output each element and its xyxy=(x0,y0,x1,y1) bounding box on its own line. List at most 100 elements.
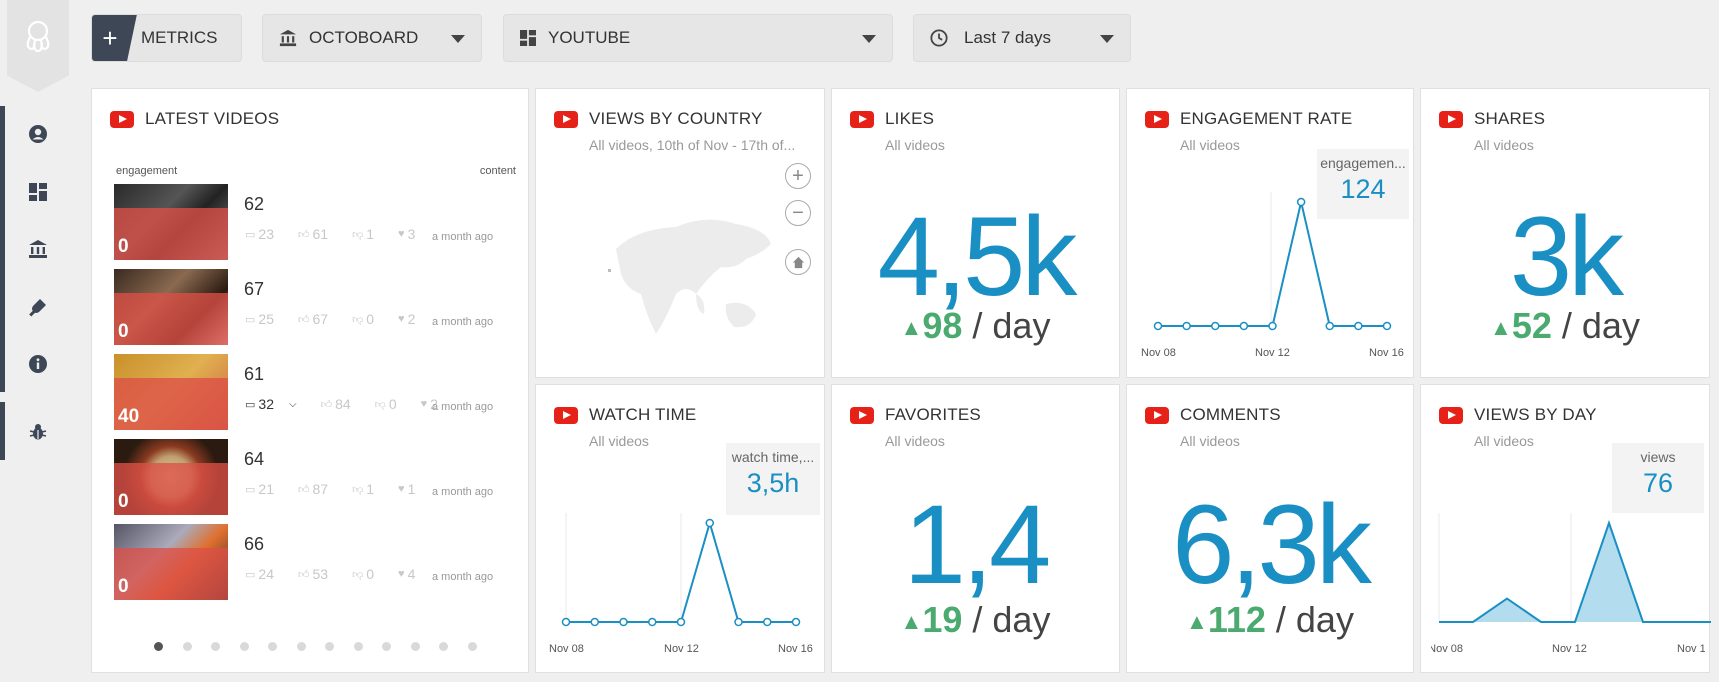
data-point[interactable] xyxy=(734,617,743,627)
pagination-dot[interactable] xyxy=(353,642,363,651)
comments-stat: ▭ 24 xyxy=(245,566,286,582)
likes-count: 61 xyxy=(312,226,329,242)
octoboard-logo[interactable] xyxy=(7,0,69,92)
data-point[interactable] xyxy=(1382,321,1392,331)
video-thumbnail[interactable]: 0 xyxy=(114,439,228,515)
favorites-count: 2 xyxy=(407,311,416,327)
data-point[interactable] xyxy=(705,518,714,528)
up-triangle-icon: ▲ xyxy=(1186,609,1208,634)
thumbs-down-icon: 👎︎ xyxy=(352,313,364,326)
bank-icon xyxy=(279,29,297,47)
pagination-dot[interactable] xyxy=(154,642,163,651)
series-area xyxy=(1439,523,1711,622)
engagement-score: 0 xyxy=(118,236,129,257)
engagement-rate-widget: ENGAGEMENT RATE All videos engagemen... … xyxy=(1126,88,1414,378)
video-title[interactable]: 61 xyxy=(244,364,265,384)
pagination-dot[interactable] xyxy=(182,642,192,651)
data-point[interactable] xyxy=(791,617,801,627)
likes-count: 87 xyxy=(312,481,329,497)
video-title[interactable]: 64 xyxy=(244,449,265,469)
up-triangle-icon: ▲ xyxy=(900,609,923,634)
video-row[interactable]: 0 66 ▭ 24 👍︎ 53 👎︎ 0 ♥ 4 a month ago xyxy=(114,524,504,600)
data-point[interactable] xyxy=(676,617,686,627)
video-title[interactable]: 62 xyxy=(244,194,265,214)
data-point[interactable] xyxy=(1211,321,1220,331)
favorites-count: 4 xyxy=(407,566,416,582)
widget-subtitle: All videos, 10th of Nov - 17th of... xyxy=(589,137,796,153)
video-thumbnail[interactable]: 40 xyxy=(114,354,228,430)
pagination-dot[interactable] xyxy=(268,642,277,651)
tooltip-value: 3,5h xyxy=(746,468,800,498)
data-point[interactable] xyxy=(619,617,628,627)
data-point[interactable] xyxy=(648,617,657,627)
add-metrics-button[interactable]: + METRICS xyxy=(91,14,242,62)
heart-icon: ♥ xyxy=(398,313,405,325)
pagination-dot[interactable] xyxy=(239,642,249,651)
video-thumbnail[interactable]: 0 xyxy=(114,184,228,260)
zoom-out-button[interactable]: − xyxy=(785,200,811,226)
youtube-icon xyxy=(110,110,134,128)
video-title[interactable]: 66 xyxy=(244,534,265,554)
date-range-dropdown[interactable]: Last 7 days xyxy=(913,14,1131,62)
comments-count: 32 xyxy=(258,396,274,412)
video-thumbnail[interactable]: 0 xyxy=(114,269,228,345)
widget-header: VIEWS BY COUNTRY xyxy=(554,109,763,129)
chevron-down-icon xyxy=(1100,35,1114,43)
data-point[interactable] xyxy=(561,617,571,627)
pagination-dot[interactable] xyxy=(296,642,306,651)
x-axis-label: Nov 16 xyxy=(1369,347,1404,359)
widget-title: VIEWS BY DAY xyxy=(1474,405,1597,424)
plug-icon[interactable] xyxy=(26,295,50,319)
data-point[interactable] xyxy=(1239,321,1249,331)
world-map[interactable] xyxy=(596,199,796,359)
data-point[interactable] xyxy=(763,617,772,627)
widget-header: FAVORITES xyxy=(850,405,981,425)
comments-value: 6,3k xyxy=(1172,482,1372,607)
widget-title: LIKES xyxy=(885,109,935,128)
thumbs-down-icon: 👎︎ xyxy=(352,568,364,581)
video-stats: ▭ 23 👍︎ 61 👎︎ 1 ♥ 3 xyxy=(245,226,439,242)
data-point[interactable] xyxy=(1268,321,1277,331)
video-row[interactable]: 0 62 ▭ 23 👍︎ 61 👎︎ 1 ♥ 3 a month ago xyxy=(114,184,504,260)
unit-label: / day xyxy=(1561,305,1640,346)
pagination-dot[interactable] xyxy=(467,642,477,651)
video-row[interactable]: 0 67 ▭ 25 👍︎ 67 👎︎ 0 ♥ 2 a month ago xyxy=(114,269,504,345)
dashboard-icon[interactable] xyxy=(26,180,50,204)
engagement-overlay xyxy=(114,548,228,600)
widget-title: COMMENTS xyxy=(1180,405,1281,424)
chevron-down-icon[interactable]: ⌵ xyxy=(288,398,297,410)
favorites-daily-change: ▲19 / day xyxy=(832,599,1119,641)
pagination-dot[interactable] xyxy=(325,642,334,651)
bug-icon[interactable] xyxy=(26,420,50,444)
organization-dropdown[interactable]: OCTOBOARD xyxy=(262,14,482,62)
pagination-dot[interactable] xyxy=(211,642,220,651)
thumbs-up-icon: 👍︎ xyxy=(297,568,310,581)
pagination-dot[interactable] xyxy=(439,642,448,651)
x-axis-label: Nov 08 xyxy=(1431,643,1463,655)
data-point[interactable] xyxy=(1325,321,1334,331)
home-button[interactable] xyxy=(785,249,811,275)
video-title[interactable]: 67 xyxy=(244,279,265,299)
info-icon[interactable] xyxy=(26,352,50,376)
zoom-in-button[interactable]: + xyxy=(785,163,811,189)
widget-title: LATEST VIDEOS xyxy=(145,109,280,128)
data-point[interactable] xyxy=(1153,321,1163,331)
up-triangle-icon: ▲ xyxy=(1490,315,1512,340)
source-dropdown[interactable]: YOUTUBE xyxy=(503,14,893,62)
video-row[interactable]: 0 64 ▭ 21 👍︎ 87 👎︎ 1 ♥ 1 a month ago xyxy=(114,439,504,515)
video-row[interactable]: 40 61 ▭ 32 ⌵ 👍︎ 84 👎︎ 0 ♥ 2 a month ago xyxy=(114,354,504,430)
pagination-dot[interactable] xyxy=(410,642,420,651)
dislikes-count: 0 xyxy=(366,311,375,327)
video-thumbnail[interactable]: 0 xyxy=(114,524,228,600)
data-point[interactable] xyxy=(1182,321,1191,331)
data-point[interactable] xyxy=(590,617,599,627)
bank-icon[interactable] xyxy=(26,237,50,261)
data-point[interactable] xyxy=(1354,321,1363,331)
widget-header: LIKES xyxy=(850,109,934,129)
user-circle-icon[interactable] xyxy=(26,122,50,146)
widget-title: VIEWS BY COUNTRY xyxy=(589,109,763,128)
pagination-dot[interactable] xyxy=(382,642,391,651)
youtube-icon xyxy=(554,110,578,128)
youtube-icon xyxy=(1439,406,1463,424)
data-point[interactable] xyxy=(1296,197,1306,207)
